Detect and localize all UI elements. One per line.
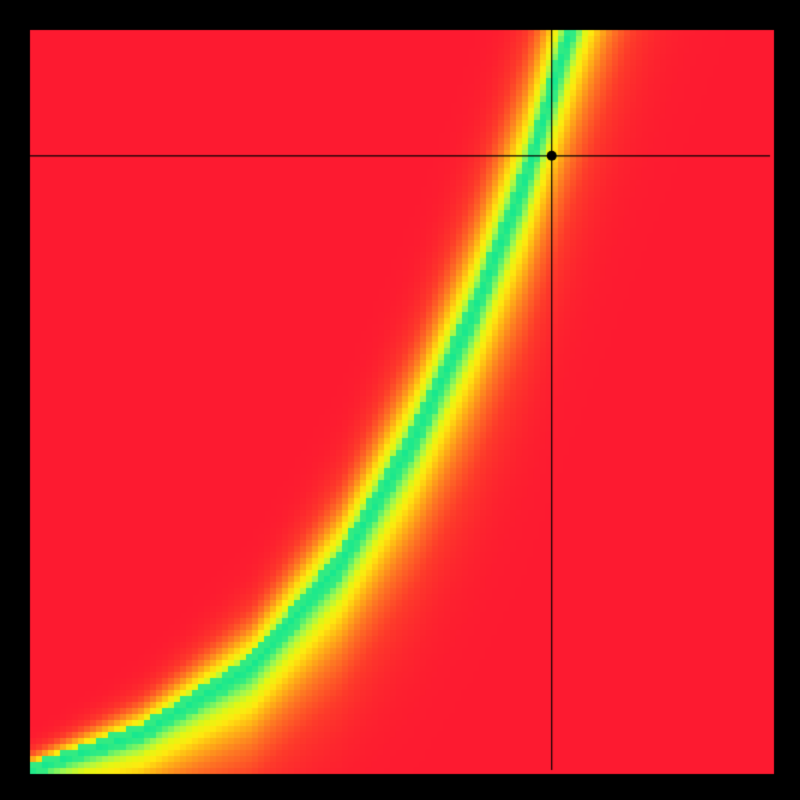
bottleneck-heatmap bbox=[0, 0, 800, 800]
